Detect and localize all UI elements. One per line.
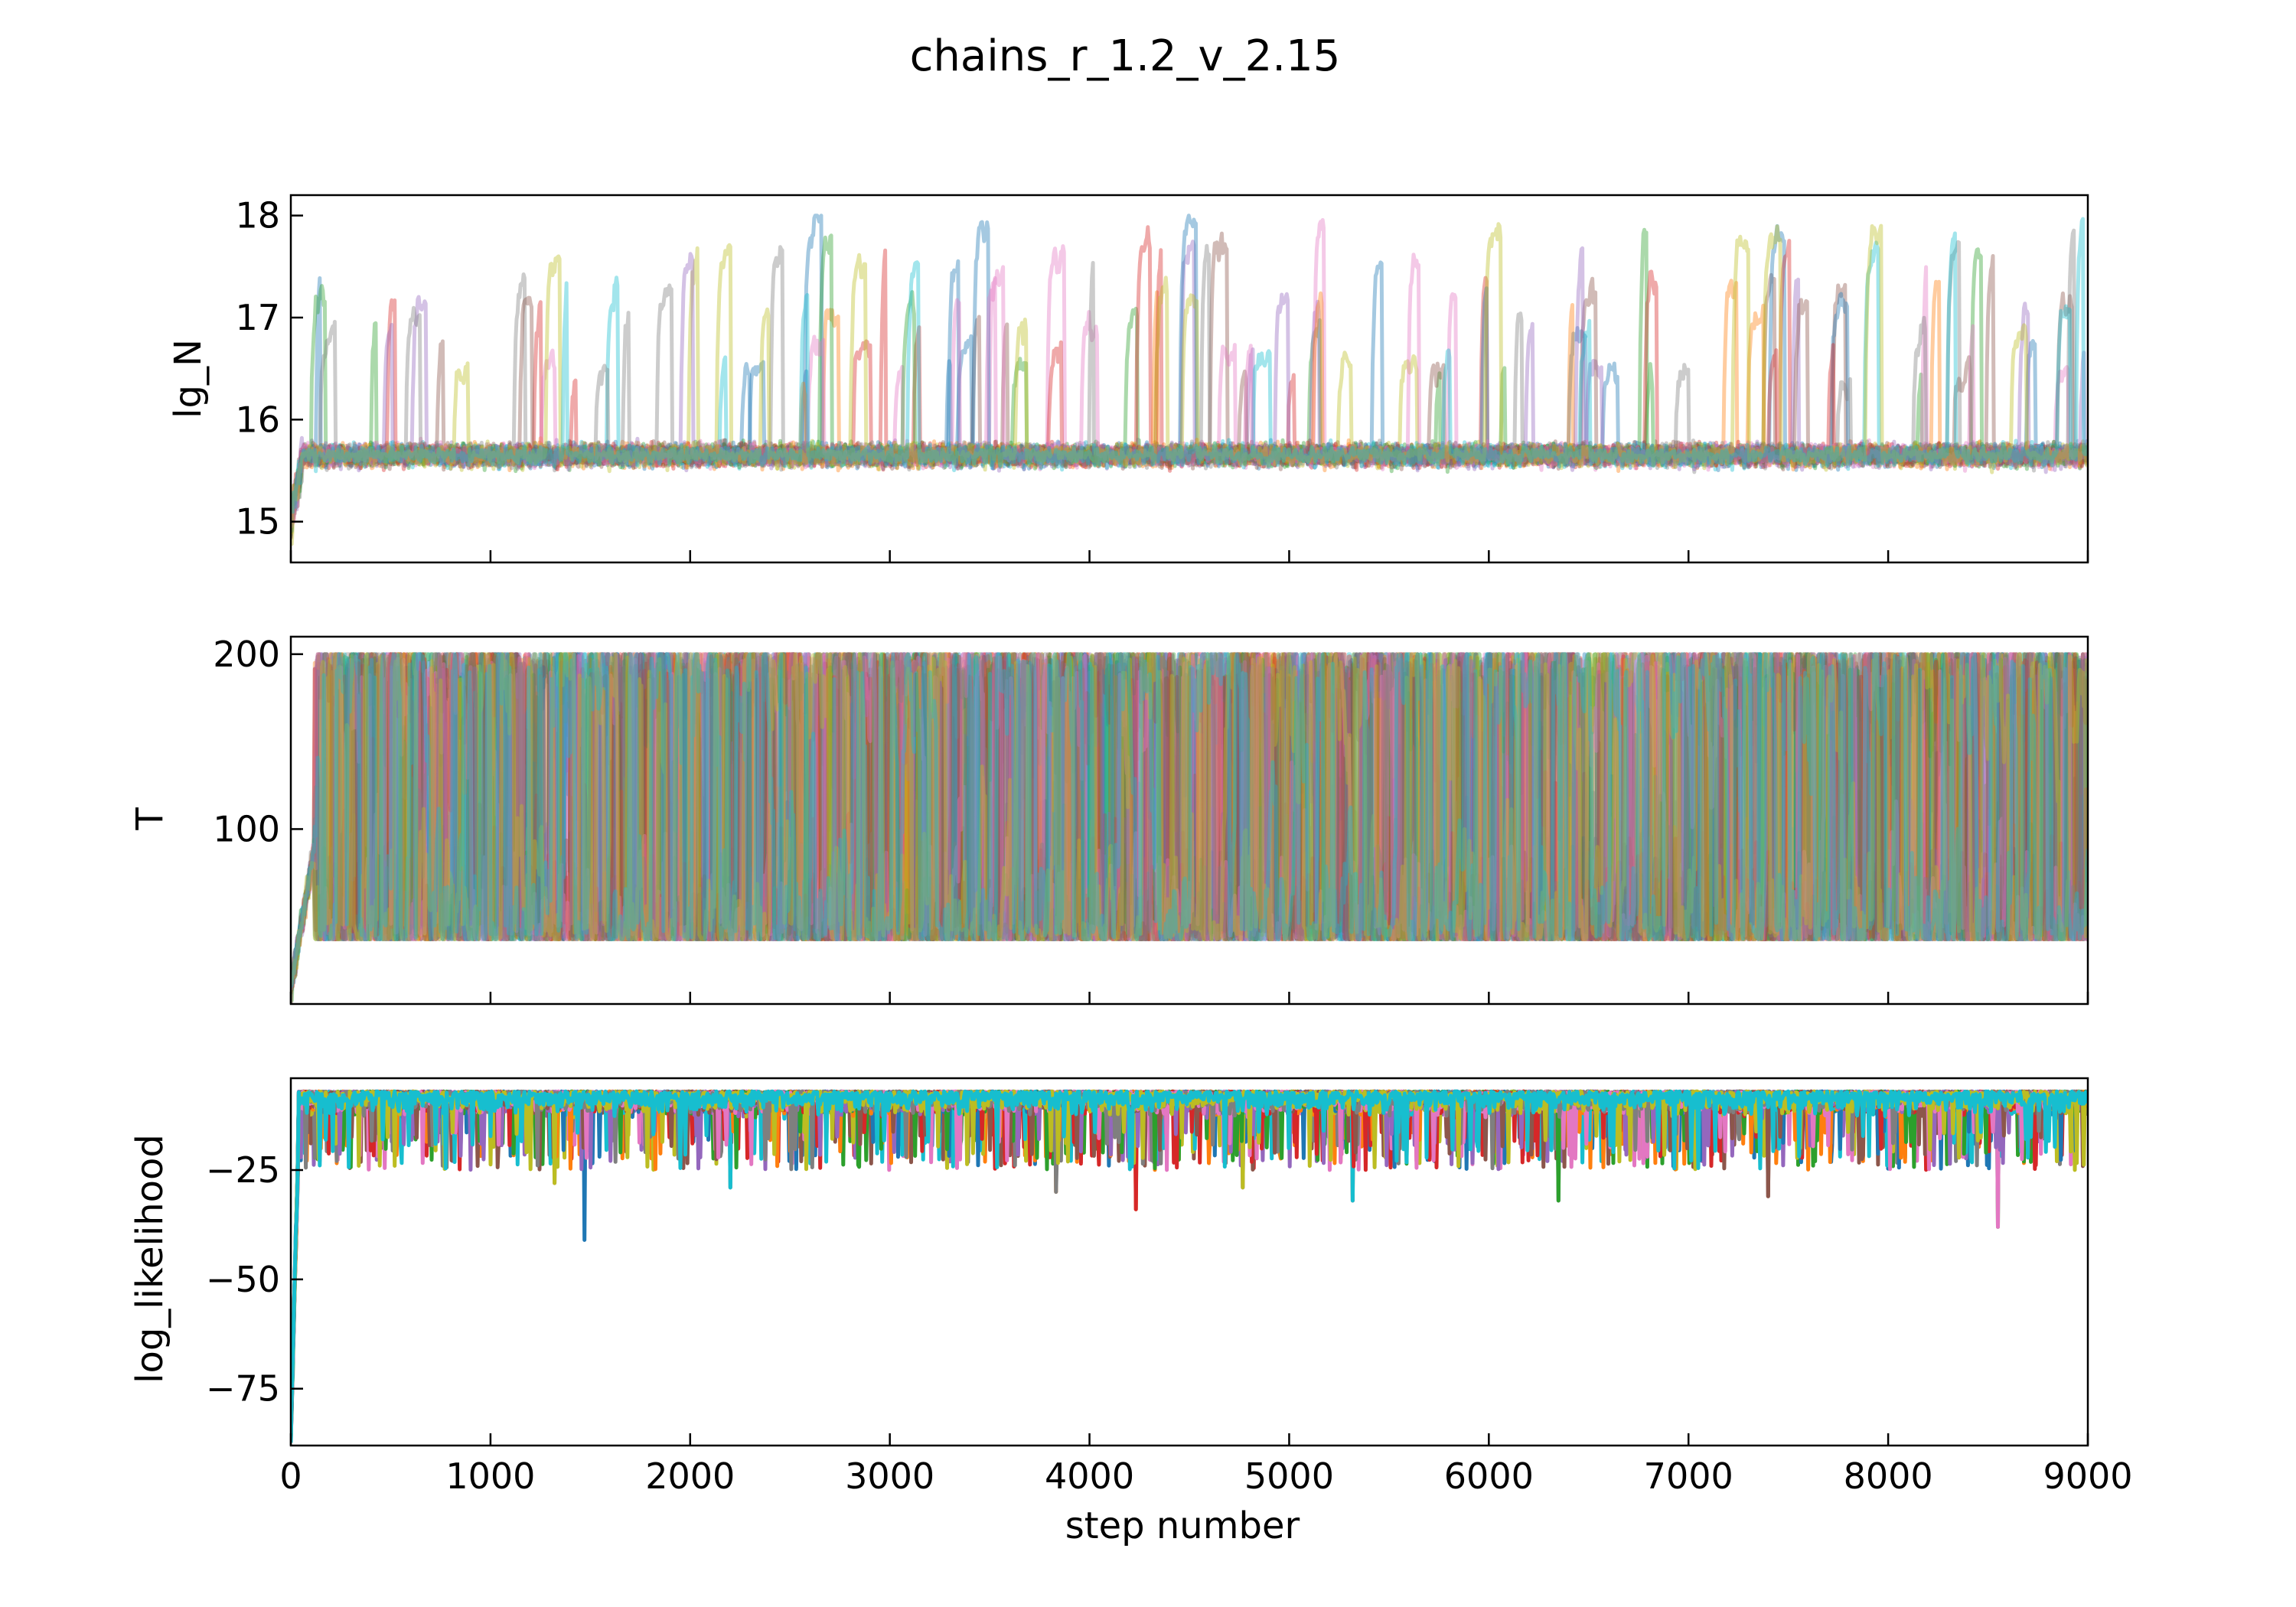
walker-line	[291, 239, 2088, 517]
walker-line	[291, 1089, 2088, 1443]
walker-line	[291, 652, 2088, 989]
walker-line	[291, 1089, 2088, 1433]
walker-line	[291, 291, 2088, 525]
walker-line	[291, 652, 2088, 990]
figure-title: chains_r_1.2_v_2.15	[910, 31, 1341, 81]
y-axis-label-t: T	[129, 807, 171, 831]
walker-line	[291, 652, 2088, 992]
chain-lines	[291, 1089, 2088, 1443]
y-tick-label: 200	[213, 634, 280, 675]
y-axis-label-lg-n: lg_N	[167, 339, 210, 419]
x-tick-label: 7000	[1644, 1455, 1733, 1497]
walker-line	[291, 1089, 2088, 1433]
chain-lines	[291, 652, 2088, 1004]
axes-frame	[289, 194, 2089, 564]
walker-line	[291, 652, 2088, 990]
walker-line	[291, 240, 2088, 524]
walker-line	[291, 652, 2088, 984]
y-tick-label: 18	[235, 195, 280, 236]
walker-line	[291, 1089, 2088, 1438]
walker-line	[291, 1089, 2088, 1439]
x-tick-label: 8000	[1844, 1455, 1933, 1497]
walker-line	[291, 652, 2088, 986]
walker-line	[291, 652, 2088, 993]
walker-line	[291, 652, 2088, 986]
walker-line	[291, 218, 2088, 517]
x-axis-ticks: 0 1000 2000 3000 4000 5000 6000 7000 8000 9000	[279, 550, 2133, 1497]
walker-line	[291, 214, 2088, 533]
panel-t: T 100 200	[129, 634, 2089, 1006]
y-tick-label: −25	[206, 1149, 280, 1191]
y-tick-label: 15	[235, 501, 280, 543]
x-tick-label: 4000	[1045, 1455, 1134, 1497]
walker-line	[291, 652, 2088, 1004]
walker-line	[291, 306, 2088, 533]
walker-line	[291, 652, 2088, 994]
panel-log-likelihood: log_likelihood −25 −50 −75	[129, 1077, 2089, 1447]
walker-line	[291, 652, 2088, 989]
walker-line	[291, 652, 2088, 992]
x-axis-label: step number	[1065, 1504, 1300, 1547]
axes-frame	[289, 635, 2089, 1006]
walker-line	[291, 1089, 2088, 1437]
axes-frame	[289, 1077, 2089, 1447]
walker-line	[291, 1089, 2088, 1436]
walker-line	[291, 652, 2088, 986]
walker-line	[291, 652, 2088, 988]
walker-line	[291, 279, 2088, 518]
walker-line	[291, 240, 2088, 537]
y-tick-label: −75	[206, 1368, 280, 1410]
walker-line	[291, 1089, 2088, 1432]
walker-line	[291, 1089, 2088, 1431]
walker-line	[291, 227, 2088, 519]
x-tick-label: 0	[279, 1455, 302, 1497]
x-tick-label: 1000	[445, 1455, 535, 1497]
y-tick-label: −50	[206, 1259, 280, 1300]
walker-line	[291, 1089, 2088, 1433]
walker-line	[291, 1089, 2088, 1432]
walker-line	[291, 652, 2088, 995]
walker-line	[291, 246, 2088, 520]
y-tick-label: 100	[213, 808, 280, 849]
walker-line	[291, 1089, 2088, 1442]
walker-line	[291, 1089, 2088, 1442]
y-tick-label: 17	[235, 297, 280, 338]
x-tick-label: 5000	[1244, 1455, 1334, 1497]
walker-line	[291, 1089, 2088, 1433]
chain-lines	[291, 214, 2088, 546]
y-tick-label: 16	[235, 399, 280, 440]
x-tick-label: 6000	[1444, 1455, 1534, 1497]
walker-line	[291, 652, 2088, 993]
walker-line	[291, 652, 2088, 984]
x-tick-label: 9000	[2043, 1455, 2132, 1497]
walker-line	[291, 279, 2088, 530]
panel-lg-n: lg_N 15 16 17 18	[167, 194, 2089, 564]
walker-line	[291, 1089, 2088, 1433]
walker-line	[291, 222, 2088, 535]
walker-line	[291, 253, 2088, 528]
y-axis-label-log-likelihood: log_likelihood	[129, 1134, 171, 1384]
x-tick-label: 3000	[845, 1455, 934, 1497]
walker-line	[291, 240, 2088, 539]
walker-line	[291, 276, 2088, 536]
walker-line	[291, 243, 2088, 546]
walker-line	[291, 228, 2088, 512]
walker-line	[291, 652, 2088, 992]
walker-line	[291, 652, 2088, 988]
x-tick-label: 2000	[645, 1455, 735, 1497]
walker-line	[291, 652, 2088, 1002]
walker-line	[291, 231, 2088, 539]
walker-line	[291, 217, 2088, 514]
walker-line	[291, 225, 2088, 521]
